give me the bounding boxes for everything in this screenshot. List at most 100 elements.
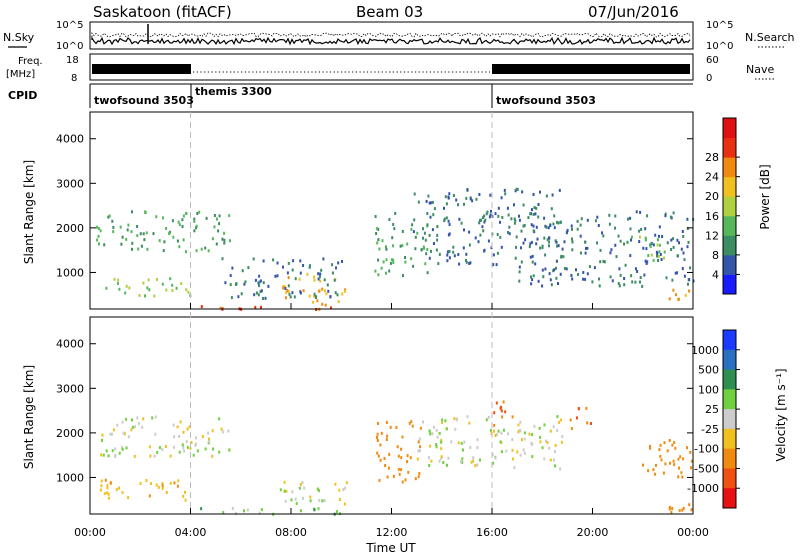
power-cell — [497, 214, 500, 218]
velocity-cell — [499, 440, 502, 444]
time-axis: 00:00 04:00 08:00 12:00 16:00 20:00 00:00 — [74, 303, 709, 539]
power-cell — [443, 219, 446, 223]
power-cell — [471, 199, 474, 203]
power-cell — [108, 214, 111, 218]
velocity-cell — [511, 415, 514, 419]
power-cell — [385, 245, 387, 249]
power-cell — [448, 249, 451, 253]
power-cell — [565, 231, 568, 235]
velocity-cell — [208, 440, 211, 444]
velocity-cell — [164, 445, 167, 448]
power-cell — [272, 258, 275, 262]
velocity-cell — [586, 421, 589, 425]
power-cell — [559, 220, 562, 224]
power-cell — [429, 201, 432, 205]
power-cell — [343, 289, 346, 293]
power-cell — [388, 218, 391, 221]
power-colorbar-swatch — [723, 254, 736, 275]
velocity-cell — [290, 498, 293, 502]
velocity-cell — [659, 443, 662, 447]
power-cell — [687, 282, 689, 286]
power-cell — [185, 288, 188, 292]
mode-change-lines — [190, 112, 493, 514]
power-cell — [97, 234, 100, 238]
velocity-cell — [556, 415, 559, 419]
power-cell — [143, 238, 146, 242]
velocity-cell — [400, 468, 403, 472]
velocity-cell — [115, 488, 118, 492]
power-cell — [276, 274, 279, 278]
power-cell — [385, 247, 388, 251]
power-cell — [503, 188, 506, 192]
velocity-cell — [487, 415, 490, 419]
velocity-cell — [472, 456, 475, 460]
power-cell — [468, 262, 471, 265]
velocity-cell — [385, 420, 388, 424]
power-colorbar-swatch — [723, 274, 736, 295]
power-cell — [638, 229, 641, 233]
velocity-cell — [243, 509, 245, 513]
power-cell — [105, 286, 108, 290]
power-cell — [136, 225, 139, 228]
power-cell — [500, 245, 503, 249]
velocity-cell — [178, 450, 181, 454]
velocity-cell — [179, 420, 182, 424]
velocity-cell — [321, 499, 324, 503]
power-cell — [193, 219, 196, 223]
power-cell — [399, 244, 402, 248]
power-cell — [377, 273, 380, 277]
power-cell — [176, 239, 179, 243]
power-cell — [664, 212, 667, 216]
velocity-cell — [169, 454, 172, 458]
power-cell — [443, 217, 446, 221]
velocity-cell — [186, 427, 189, 431]
velocity-cell — [436, 435, 439, 439]
velocity-colorbar-tick-label: -100 — [694, 443, 719, 456]
power-cell — [640, 227, 643, 231]
velocity-cell — [279, 488, 282, 492]
power-cell — [406, 242, 409, 246]
velocity-cell — [432, 425, 435, 429]
power-cell — [394, 211, 397, 215]
power-cell — [575, 268, 577, 272]
velocity-cell — [188, 425, 191, 429]
power-cell — [257, 281, 260, 285]
time-tick-label: 04:00 — [175, 526, 207, 539]
velocity-cell — [378, 478, 381, 482]
velocity-cell — [543, 457, 546, 461]
velocity-cell — [664, 462, 667, 466]
power-cell — [543, 236, 546, 240]
power-cell — [423, 231, 426, 235]
velocity-cell — [317, 489, 320, 493]
power-cell — [302, 264, 305, 267]
velocity-cell — [149, 454, 152, 458]
velocity-cell — [173, 481, 176, 485]
velocity-cell — [101, 433, 104, 437]
velocity-cell — [492, 461, 495, 465]
power-cell — [643, 273, 646, 277]
velocity-cell — [387, 466, 390, 470]
power-cell — [462, 246, 465, 250]
power-cell — [591, 280, 594, 284]
power-cell — [138, 294, 141, 297]
power-cell — [433, 242, 435, 245]
velocity-cell — [125, 446, 128, 450]
velocity-cell — [652, 468, 655, 472]
velocity-cell — [511, 448, 514, 452]
power-cell — [468, 230, 471, 234]
velocity-cell — [549, 429, 552, 433]
power-cell — [287, 261, 290, 265]
velocity-cell — [659, 454, 662, 458]
velocity-cell — [454, 427, 457, 431]
cpid-segment-3: twofsound 3503 — [496, 94, 596, 107]
velocity-cell — [677, 475, 680, 479]
velocity-colorbar-tick-label: -25 — [701, 423, 719, 436]
velocity-cell — [690, 459, 693, 463]
power-cell — [550, 207, 553, 211]
power-cell — [316, 299, 319, 303]
time-tick-label: 08:00 — [275, 526, 307, 539]
power-cell — [617, 282, 620, 285]
power-cell — [264, 296, 267, 300]
power-cell — [443, 206, 445, 210]
power-cell — [392, 261, 395, 265]
